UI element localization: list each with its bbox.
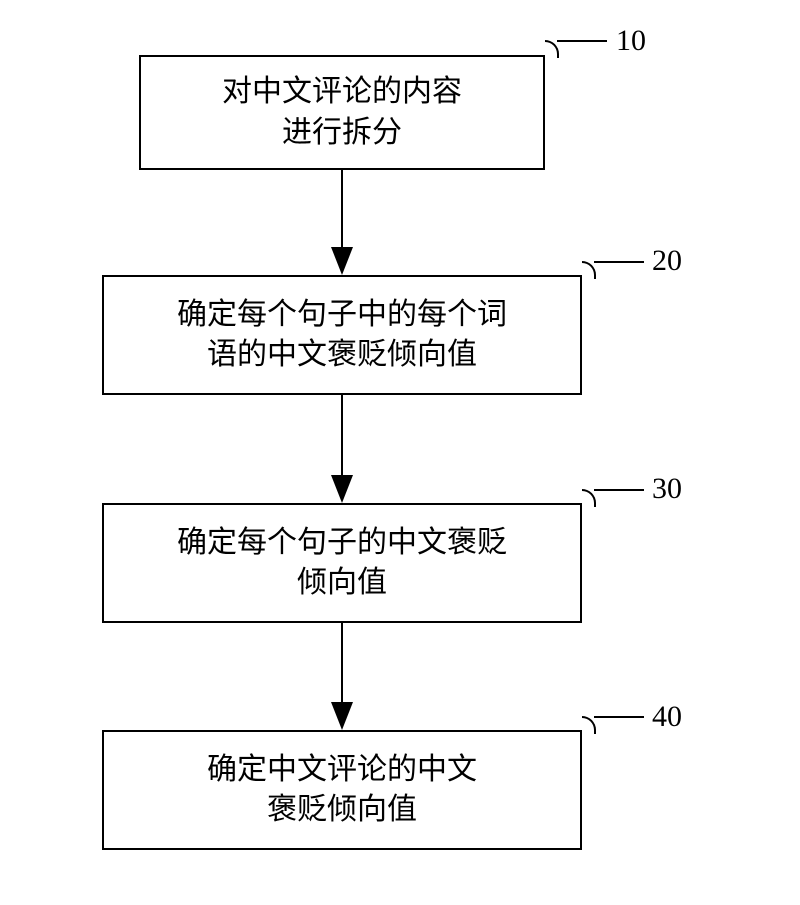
ref-label-30: 30 xyxy=(652,472,682,506)
flow-node-20: 确定每个句子中的每个词 语的中文褒贬倾向值 xyxy=(102,275,582,395)
flow-node-10-text: 对中文评论的内容 进行拆分 xyxy=(222,72,462,153)
ref-connector-20-bracket xyxy=(582,261,596,279)
flow-node-40-text: 确定中文评论的中文 褒贬倾向值 xyxy=(207,750,477,831)
edge-30-40-arrowhead xyxy=(331,702,353,730)
edge-20-30-arrowhead xyxy=(331,475,353,503)
flow-node-40: 确定中文评论的中文 褒贬倾向值 xyxy=(102,730,582,850)
edge-10-20-arrowhead xyxy=(331,247,353,275)
ref-label-40: 40 xyxy=(652,700,682,734)
edge-10-20-line xyxy=(341,170,343,247)
ref-connector-10-bracket xyxy=(545,40,559,58)
ref-connector-30-bracket xyxy=(582,489,596,507)
edge-20-30-line xyxy=(341,395,343,475)
flow-node-30: 确定每个句子的中文褒贬 倾向值 xyxy=(102,503,582,623)
ref-label-10: 10 xyxy=(616,24,646,58)
flowchart-canvas: 对中文评论的内容 进行拆分 确定每个句子中的每个词 语的中文褒贬倾向值 确定每个… xyxy=(0,0,800,905)
flow-node-20-text: 确定每个句子中的每个词 语的中文褒贬倾向值 xyxy=(177,295,507,376)
ref-connector-10-line xyxy=(557,40,607,42)
ref-connector-40-line xyxy=(594,716,644,718)
flow-node-10: 对中文评论的内容 进行拆分 xyxy=(139,55,545,170)
ref-connector-30-line xyxy=(594,489,644,491)
edge-30-40-line xyxy=(341,623,343,702)
ref-label-20: 20 xyxy=(652,244,682,278)
ref-connector-20-line xyxy=(594,261,644,263)
ref-connector-40-bracket xyxy=(582,716,596,734)
flow-node-30-text: 确定每个句子的中文褒贬 倾向值 xyxy=(177,523,507,604)
